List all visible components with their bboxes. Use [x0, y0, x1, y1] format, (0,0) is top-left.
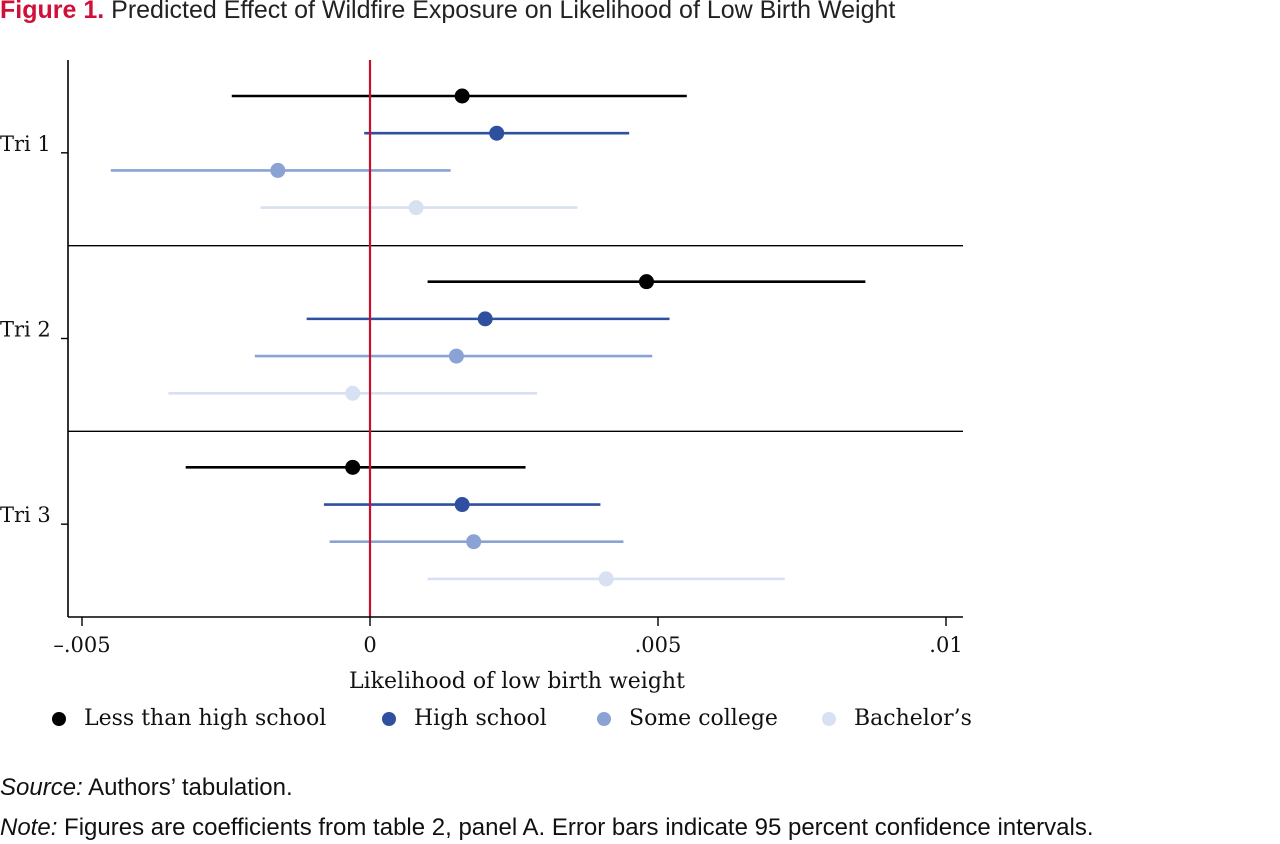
coefficient-point — [448, 348, 464, 364]
legend-label: Less than high school — [84, 706, 327, 731]
legend-item: High school — [382, 706, 547, 731]
coefficient-point — [489, 125, 505, 141]
note-label: Note: — [0, 814, 58, 841]
legend-marker — [52, 711, 66, 726]
coefficient-point — [270, 162, 286, 178]
confidence-intervals — [110, 94, 866, 581]
source-text: Authors’ tabulation. — [88, 774, 293, 801]
note-text: Figures are coefficients from table 2, p… — [64, 814, 1094, 841]
coefficient-points — [270, 88, 654, 587]
x-axis-ticks: –.005 0 .005 .01 — [53, 617, 963, 657]
coefficient-point — [454, 88, 470, 104]
coefficient-point — [598, 571, 614, 587]
figure-note: Note: Figures are coefficients from tabl… — [0, 814, 1093, 842]
legend-marker — [382, 711, 396, 726]
coefficient-point — [345, 459, 361, 475]
legend-item: Less than high school — [52, 706, 326, 731]
panel-dividers — [68, 244, 963, 433]
figure-label: Figure 1. — [0, 0, 105, 24]
figure-title: Figure 1. Predicted Effect of Wildfire E… — [0, 0, 895, 25]
coefficient-plot: Tri 1 Tri 2 Tri 3 –.005 0 .005 .01 Likelihood… — [0, 60, 963, 694]
coefficient-point — [477, 311, 493, 327]
coefficient-point — [466, 534, 482, 550]
x-tick-label: .005 — [635, 633, 682, 657]
coefficient-point — [638, 274, 654, 290]
legend-label: Bachelor’s — [854, 706, 972, 731]
y-tick-label: Tri 1 — [0, 132, 51, 156]
plot-axes — [67, 60, 963, 618]
y-tick-label: Tri 2 — [0, 318, 51, 342]
figure-title-text: Predicted Effect of Wildfire Exposure on… — [111, 0, 896, 24]
coefficient-point — [408, 200, 424, 216]
legend-item: Some college — [597, 706, 778, 731]
legend-item: Bachelor’s — [822, 706, 972, 731]
legend-marker — [822, 711, 836, 726]
legend-label: High school — [414, 706, 547, 731]
coefficient-point — [345, 385, 361, 401]
legend-marker — [597, 711, 611, 726]
y-tick-label: Tri 3 — [0, 503, 51, 527]
x-tick-label: –.005 — [53, 633, 110, 657]
legend-label: Some college — [629, 706, 778, 731]
x-tick-label: 0 — [363, 633, 376, 657]
coefficient-point — [454, 497, 470, 513]
x-axis-title: Likelihood of low birth weight — [349, 669, 685, 694]
source-label: Source: — [0, 774, 83, 801]
y-axis-ticks: Tri 1 Tri 2 Tri 3 — [0, 132, 68, 527]
source-note: Source: Authors’ tabulation. — [0, 774, 293, 802]
x-tick-label: .01 — [929, 633, 962, 657]
